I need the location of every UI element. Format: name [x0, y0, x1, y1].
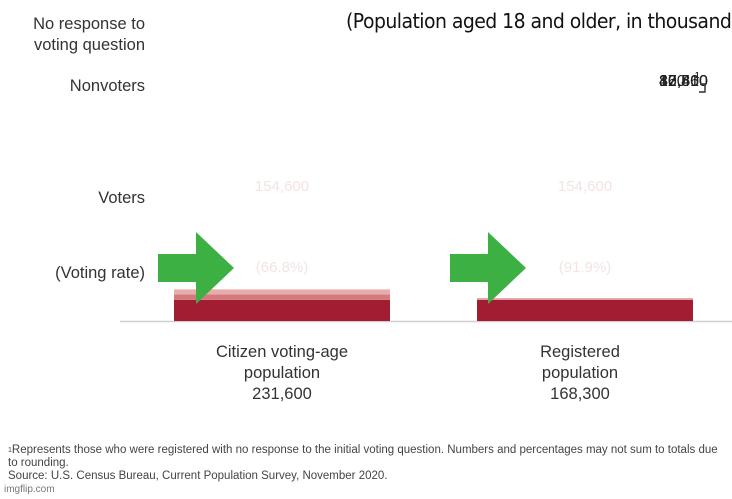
- bar-value-label: 870: [659, 73, 686, 90]
- bar-value-label: 40,560: [659, 73, 708, 90]
- footnote-marker: 1: [8, 447, 12, 454]
- row-label-no-response: No response to: [33, 15, 145, 33]
- bar-segment: [174, 289, 390, 295]
- bar-segment: [477, 298, 693, 300]
- bar-value-label: 154,600: [255, 178, 309, 195]
- bar-value-label: 154,600: [558, 178, 612, 195]
- footnote-marker-label: 1: [695, 71, 700, 80]
- voting-rate-label: (66.8%): [256, 259, 309, 276]
- footnote-marker-label: 1: [695, 71, 700, 80]
- category-label: 168,300: [550, 385, 610, 403]
- bar-value-label: 12,810: [659, 73, 708, 90]
- watermark: imgflip.com: [4, 484, 55, 495]
- category-label: Registered: [540, 343, 620, 361]
- category-label: 231,600: [252, 385, 312, 403]
- category-label: population: [542, 364, 618, 382]
- row-label-voters: Voters: [98, 189, 145, 207]
- footnote-body: Represents those who were registered wit…: [8, 444, 718, 469]
- footnote-marker-label: 1: [695, 71, 700, 80]
- bracket-mark: [699, 83, 706, 93]
- voting-rate-label: (91.9%): [559, 259, 612, 276]
- footnote-marker-label: 1: [695, 71, 700, 80]
- category-label: Citizen voting-age: [216, 343, 348, 361]
- bar-value-label: 36,400: [659, 73, 708, 90]
- bar-segment: [477, 299, 693, 321]
- bar-segment: [174, 294, 390, 300]
- green-arrow-icon: [158, 232, 234, 304]
- bar-segment: [174, 299, 390, 321]
- category-label: population: [244, 364, 320, 382]
- row-label-nonvoters: Nonvoters: [70, 77, 145, 95]
- footnote-text: 1Represents those who were registered wi…: [8, 444, 728, 470]
- row-label-voting-rate: (Voting rate): [55, 264, 145, 282]
- green-arrow-icon: [450, 232, 526, 304]
- footnote: 1Represents those who were registered wi…: [8, 444, 728, 483]
- source-text: Source: U.S. Census Bureau, Current Popu…: [8, 470, 388, 482]
- chart-subtitle: (Population aged 18 and older, in thousa…: [346, 4, 732, 40]
- row-label-no-response: voting question: [34, 36, 145, 54]
